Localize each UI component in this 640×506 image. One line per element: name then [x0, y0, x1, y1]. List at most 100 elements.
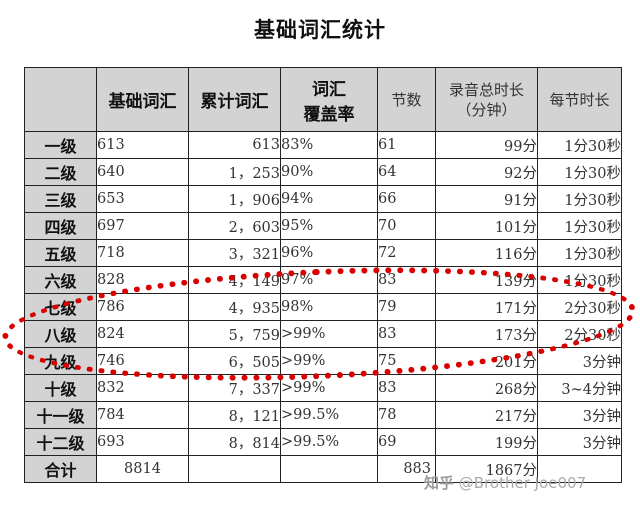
- header-total-duration: 录音总时长 （分钟）: [435, 67, 538, 132]
- base-vocab-cell: 786: [96, 293, 189, 321]
- per-section-cell: 1分30秒: [537, 158, 622, 186]
- per-section-cell: 1分30秒: [537, 212, 622, 240]
- base-vocab-cell: 653: [96, 185, 189, 213]
- total-duration-cell: 91分: [435, 185, 538, 213]
- per-section-cell: 1分30秒: [537, 185, 622, 213]
- coverage-cell: 83%: [280, 131, 378, 159]
- total-duration-cell: 171分: [435, 293, 538, 321]
- header-coverage-line1: 词汇: [312, 79, 346, 100]
- level-cell: 七级: [24, 293, 97, 321]
- sections-cell: 883: [377, 455, 436, 483]
- coverage-cell: 97%: [280, 266, 378, 294]
- level-cell: 二级: [24, 158, 97, 186]
- sections-cell: 64: [377, 158, 436, 186]
- header-per-section: 每节时长: [537, 67, 622, 132]
- total-duration-cell: 139分: [435, 266, 538, 294]
- level-cell: 十一级: [24, 401, 97, 429]
- coverage-cell: >99%: [280, 320, 378, 348]
- per-section-cell: 3分钟: [537, 428, 622, 456]
- level-cell: 五级: [24, 239, 97, 267]
- per-section-cell: 3分钟: [537, 347, 622, 375]
- total-duration-cell: 1867分: [435, 455, 538, 483]
- base-vocab-cell: 824: [96, 320, 189, 348]
- base-vocab-cell: 828: [96, 266, 189, 294]
- sections-cell: 66: [377, 185, 436, 213]
- coverage-cell: >99%: [280, 374, 378, 402]
- per-section-cell: 3分钟: [537, 401, 622, 429]
- header-coverage-line2: 覆盖率: [303, 104, 355, 125]
- coverage-cell: 94%: [280, 185, 378, 213]
- total-duration-cell: 92分: [435, 158, 538, 186]
- base-vocab-cell: 693: [96, 428, 189, 456]
- coverage-cell: 95%: [280, 212, 378, 240]
- cumulative-vocab-cell: 8，121: [188, 401, 281, 429]
- sections-cell: 69: [377, 428, 436, 456]
- total-duration-cell: 201分: [435, 347, 538, 375]
- table-row: 八级 824 5，759 >99% 83 173分 2分30秒: [24, 320, 622, 348]
- table-row: 十级 832 7，337 >99% 83 268分 3~4分钟: [24, 374, 622, 402]
- level-cell: 三级: [24, 185, 97, 213]
- coverage-cell: [280, 455, 378, 483]
- sections-cell: 78: [377, 401, 436, 429]
- cumulative-vocab-cell: 1，253: [188, 158, 281, 186]
- base-vocab-cell: 832: [96, 374, 189, 402]
- per-section-cell: 2分30秒: [537, 293, 622, 321]
- header-sections: 节数: [377, 67, 436, 132]
- base-vocab-cell: 640: [96, 158, 189, 186]
- total-duration-cell: 173分: [435, 320, 538, 348]
- level-cell: 一级: [24, 131, 97, 159]
- total-duration-cell: 101分: [435, 212, 538, 240]
- level-cell: 九级: [24, 347, 97, 375]
- sections-cell: 70: [377, 212, 436, 240]
- coverage-cell: 98%: [280, 293, 378, 321]
- zhihu-logo: 知乎: [424, 474, 455, 492]
- table-row: 九级 746 6，505 >99% 75 201分 3分钟: [24, 347, 622, 375]
- cumulative-vocab-cell: 2，603: [188, 212, 281, 240]
- sections-cell: 83: [377, 266, 436, 294]
- total-duration-cell: 199分: [435, 428, 538, 456]
- per-section-cell: 3~4分钟: [537, 374, 622, 402]
- header-level: [24, 67, 97, 132]
- table-row: 六级 828 4，149 97% 83 139分 1分30秒: [24, 266, 622, 294]
- table-row: 四级 697 2，603 95% 70 101分 1分30秒: [24, 212, 622, 240]
- per-section-cell: 2分30秒: [537, 320, 622, 348]
- level-cell: 六级: [24, 266, 97, 294]
- level-cell: 合计: [24, 455, 97, 483]
- cumulative-vocab-cell: [188, 455, 281, 483]
- table-row: 三级 653 1，906 94% 66 91分 1分30秒: [24, 185, 622, 213]
- table-title: 基础词汇统计: [254, 18, 386, 42]
- table-row: 十二级 693 8，814 >99.5% 69 199分 3分钟: [24, 428, 622, 456]
- watermark: 知乎 @Brother Joe007: [424, 472, 586, 493]
- sections-cell: 75: [377, 347, 436, 375]
- table-row: 五级 718 3，321 96% 72 116分 1分30秒: [24, 239, 622, 267]
- base-vocab-cell: 697: [96, 212, 189, 240]
- header-row: 基础词汇 累计词汇 词汇 覆盖率 节数 录音总时长 （分钟） 每节时长: [24, 67, 622, 132]
- coverage-cell: >99.5%: [280, 401, 378, 429]
- sections-cell: 61: [377, 131, 436, 159]
- level-cell: 四级: [24, 212, 97, 240]
- sections-cell: 83: [377, 320, 436, 348]
- total-duration-cell: 217分: [435, 401, 538, 429]
- total-duration-cell: 268分: [435, 374, 538, 402]
- base-vocab-cell: 613: [96, 131, 189, 159]
- base-vocab-cell: 746: [96, 347, 189, 375]
- cumulative-vocab-cell: 6，505: [188, 347, 281, 375]
- level-cell: 十二级: [24, 428, 97, 456]
- table-row: 七级 786 4，935 98% 79 171分 2分30秒: [24, 293, 622, 321]
- coverage-cell: >99.5%: [280, 428, 378, 456]
- cumulative-vocab-cell: 4，149: [188, 266, 281, 294]
- header-base-vocab: 基础词汇: [96, 67, 189, 132]
- watermark-author: @Brother Joe007: [458, 474, 587, 492]
- base-vocab-cell: 784: [96, 401, 189, 429]
- table-row: 一级 613 613 83% 61 99分 1分30秒: [24, 131, 622, 159]
- coverage-cell: 96%: [280, 239, 378, 267]
- cumulative-vocab-cell: 5，759: [188, 320, 281, 348]
- per-section-cell: 1分30秒: [537, 239, 622, 267]
- table-row: 十一级 784 8，121 >99.5% 78 217分 3分钟: [24, 401, 622, 429]
- header-duration-line2: （分钟）: [456, 100, 517, 119]
- header-coverage: 词汇 覆盖率: [280, 67, 378, 132]
- cumulative-vocab-cell: 8，814: [188, 428, 281, 456]
- header-duration-line1: 录音总时长: [448, 80, 524, 99]
- level-cell: 十级: [24, 374, 97, 402]
- level-cell: 八级: [24, 320, 97, 348]
